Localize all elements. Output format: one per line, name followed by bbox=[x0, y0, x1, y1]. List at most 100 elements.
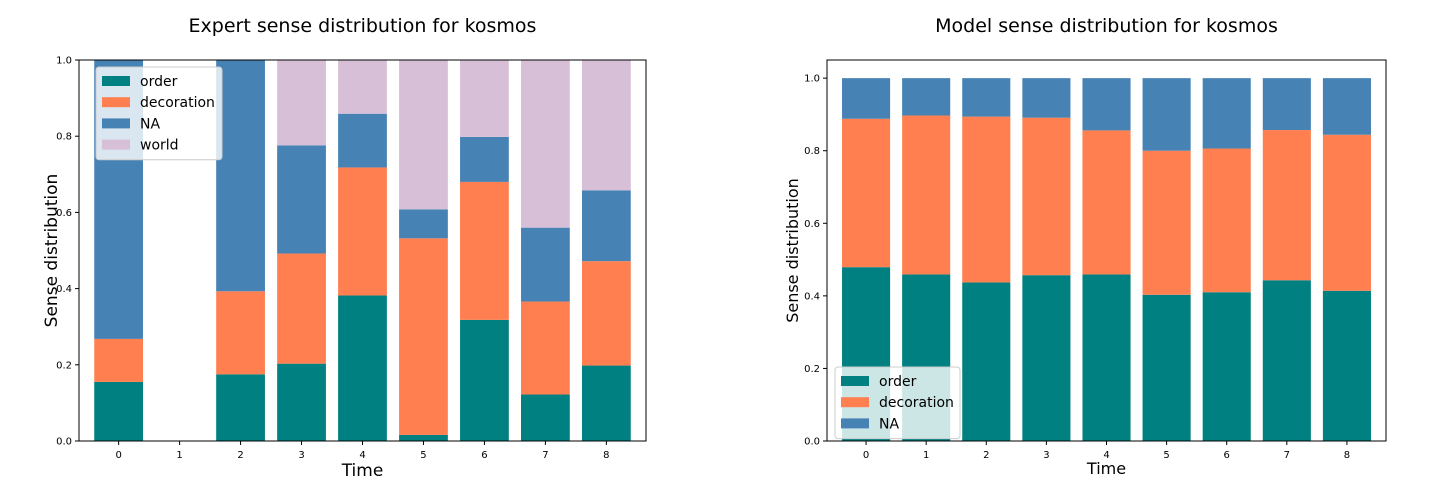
bar-na-5 bbox=[1142, 78, 1191, 151]
x-axis-label: Time bbox=[1086, 459, 1126, 478]
legend-swatch-decoration bbox=[841, 397, 869, 408]
x-tick-label: 2 bbox=[983, 450, 989, 461]
x-tick-label: 0 bbox=[863, 450, 869, 461]
bar-decoration-0 bbox=[94, 338, 144, 382]
bar-decoration-0 bbox=[842, 118, 891, 268]
legend-swatch-world bbox=[102, 139, 130, 150]
bar-order-7 bbox=[521, 394, 570, 441]
x-tick-label: 0 bbox=[115, 450, 121, 461]
bar-order-2 bbox=[216, 374, 265, 441]
legend-swatch-order bbox=[841, 376, 869, 386]
y-tick-label: 0.4 bbox=[804, 291, 820, 302]
bar-decoration-4 bbox=[1082, 130, 1131, 275]
legend-label-decoration: decoration bbox=[879, 395, 954, 411]
bar-na-0 bbox=[842, 78, 891, 119]
x-tick-label: 4 bbox=[1103, 450, 1109, 461]
y-tick-label: 0.8 bbox=[56, 132, 72, 143]
bar-na-6 bbox=[1202, 78, 1251, 149]
bar-decoration-8 bbox=[1322, 134, 1371, 291]
bar-na-7 bbox=[1262, 78, 1311, 131]
bar-world-7 bbox=[521, 60, 570, 228]
x-tick-label: 6 bbox=[1224, 450, 1230, 461]
bar-decoration-2 bbox=[962, 116, 1011, 283]
bar-decoration-3 bbox=[1022, 117, 1071, 276]
bar-world-3 bbox=[277, 60, 326, 146]
y-tick-label: 0.6 bbox=[804, 219, 820, 230]
legend-swatch-decoration bbox=[102, 97, 130, 108]
bar-order-8 bbox=[1322, 290, 1371, 441]
y-tick-label: 0.0 bbox=[56, 437, 72, 448]
bar-world-8 bbox=[581, 60, 631, 191]
chart-expert: 0 1 2 3 4 5 6 7 8 0.0 0.2 0.4 0.6 0.8 1.0 Expert sense … bbox=[42, 15, 647, 481]
bar-order-4 bbox=[1082, 274, 1131, 441]
bar-na-8 bbox=[581, 190, 631, 262]
bar-order-7 bbox=[1262, 280, 1311, 441]
bar-order-8 bbox=[581, 365, 631, 441]
bar-world-4 bbox=[338, 60, 387, 114]
chart-title: Model sense distribution for kosmos bbox=[935, 15, 1278, 37]
bar-na-3 bbox=[277, 145, 326, 254]
x-tick-label: 2 bbox=[237, 450, 243, 461]
x-axis-label: Time bbox=[341, 461, 384, 481]
chart-title: Expert sense distribution for kosmos bbox=[189, 15, 537, 37]
bar-decoration-1 bbox=[902, 115, 951, 275]
legend-swatch-na bbox=[841, 418, 869, 429]
bar-na-2 bbox=[962, 78, 1011, 117]
legend-swatch-na bbox=[102, 118, 130, 129]
legend-box bbox=[95, 66, 223, 161]
y-axis-label: Sense distribution bbox=[42, 174, 62, 328]
bar-decoration-7 bbox=[1262, 130, 1311, 281]
bar-order-6 bbox=[1202, 292, 1251, 441]
x-tick-label: 1 bbox=[923, 450, 929, 461]
x-tick-label: 7 bbox=[542, 450, 548, 461]
bar-na-4 bbox=[338, 113, 387, 168]
y-tick-label: 0.6 bbox=[56, 208, 72, 219]
bar-decoration-6 bbox=[460, 181, 509, 320]
x-tick-label: 7 bbox=[1284, 450, 1290, 461]
y-tick-label: 0.2 bbox=[56, 360, 72, 371]
bar-order-4 bbox=[338, 295, 387, 441]
x-tick-label: 1 bbox=[176, 450, 182, 461]
bar-na-2 bbox=[216, 60, 265, 292]
bar-na-3 bbox=[1022, 78, 1071, 118]
y-tick-label: 0.0 bbox=[804, 437, 820, 448]
legend-label-order: order bbox=[140, 74, 178, 90]
bar-decoration-6 bbox=[1202, 148, 1251, 293]
bar-order-3 bbox=[277, 363, 326, 441]
x-tick-label: 8 bbox=[1344, 450, 1350, 461]
bar-decoration-8 bbox=[581, 261, 631, 366]
legend-label-order: order bbox=[879, 374, 917, 390]
bar-order-0 bbox=[94, 381, 144, 441]
y-axis-label: Sense distribution bbox=[783, 178, 802, 323]
y-tick-label: 1.0 bbox=[804, 74, 820, 85]
bar-decoration-7 bbox=[521, 301, 570, 395]
bar-world-6 bbox=[460, 60, 509, 137]
x-tick-label: 5 bbox=[420, 450, 426, 461]
y-tick-label: 0.8 bbox=[804, 146, 820, 157]
bar-order-3 bbox=[1022, 275, 1071, 441]
x-tick-label: 4 bbox=[359, 450, 365, 461]
bar-na-8 bbox=[1322, 78, 1371, 135]
bar-na-4 bbox=[1082, 78, 1131, 131]
legend-swatch-order bbox=[102, 76, 130, 86]
bar-na-1 bbox=[902, 78, 951, 116]
bar-world-5 bbox=[399, 60, 448, 210]
bar-decoration-2 bbox=[216, 291, 265, 375]
bar-decoration-5 bbox=[1142, 150, 1191, 295]
y-tick-label: 0.2 bbox=[804, 364, 820, 375]
x-tick-label: 3 bbox=[298, 450, 304, 461]
legend: order decoration NA bbox=[834, 366, 961, 440]
bar-na-7 bbox=[521, 227, 570, 302]
bar-order-6 bbox=[460, 319, 509, 441]
legend-label-decoration: decoration bbox=[140, 95, 215, 111]
x-tick-label: 6 bbox=[481, 450, 487, 461]
legend-label-world: world bbox=[140, 138, 179, 154]
x-tick-label: 5 bbox=[1163, 450, 1169, 461]
bar-order-5 bbox=[1142, 294, 1191, 441]
legend-label-na: NA bbox=[879, 416, 899, 432]
bar-order-2 bbox=[962, 282, 1011, 441]
legend-label-na: NA bbox=[140, 116, 160, 132]
x-tick-label: 3 bbox=[1043, 450, 1049, 461]
bar-decoration-4 bbox=[338, 167, 387, 296]
